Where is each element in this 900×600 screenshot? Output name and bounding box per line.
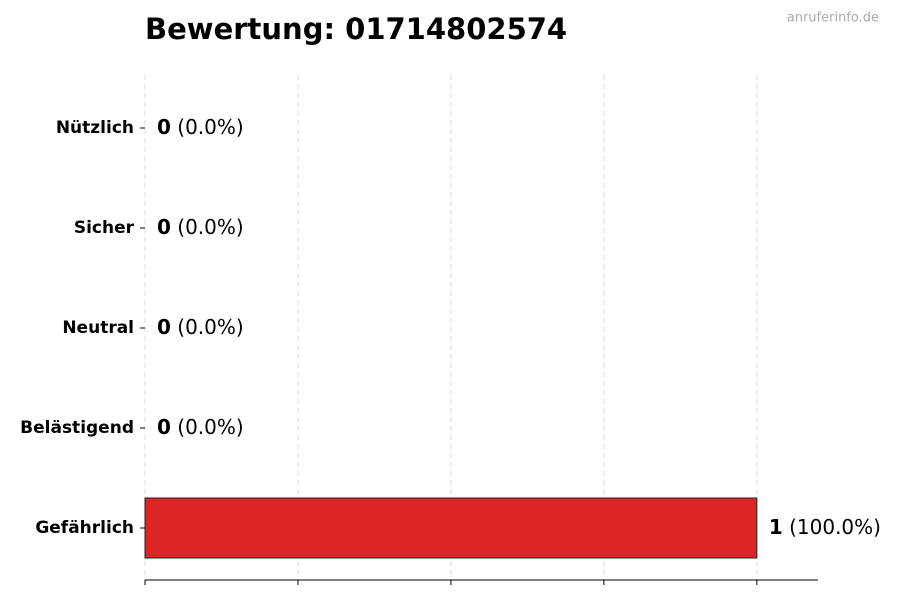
y-tick-label: Neutral xyxy=(62,318,134,338)
percent-label: (0.0%) xyxy=(177,415,243,439)
value-label: 0 xyxy=(157,415,171,439)
y-tick-label: Gefährlich xyxy=(35,518,134,538)
bar xyxy=(144,497,758,559)
data-label: 0 (0.0%) xyxy=(157,115,244,139)
value-label: 0 xyxy=(157,315,171,339)
percent-label: (100.0%) xyxy=(789,515,881,539)
data-label: 0 (0.0%) xyxy=(157,215,244,239)
y-tick-label: Sicher xyxy=(74,218,135,238)
data-label: 0 (0.0%) xyxy=(157,415,244,439)
value-label: 0 xyxy=(157,215,171,239)
watermark: anruferinfo.de xyxy=(787,11,879,26)
percent-label: (0.0%) xyxy=(177,215,243,239)
data-label: 1 (100.0%) xyxy=(769,515,881,539)
value-label: 0 xyxy=(157,115,171,139)
percent-label: (0.0%) xyxy=(177,315,243,339)
chart-title: Bewertung: 01714802574 xyxy=(145,12,567,46)
percent-label: (0.0%) xyxy=(177,115,243,139)
data-label: 0 (0.0%) xyxy=(157,315,244,339)
y-tick-label: Nützlich xyxy=(56,118,134,138)
y-tick-label: Belästigend xyxy=(20,418,134,438)
value-label: 1 xyxy=(769,515,783,539)
